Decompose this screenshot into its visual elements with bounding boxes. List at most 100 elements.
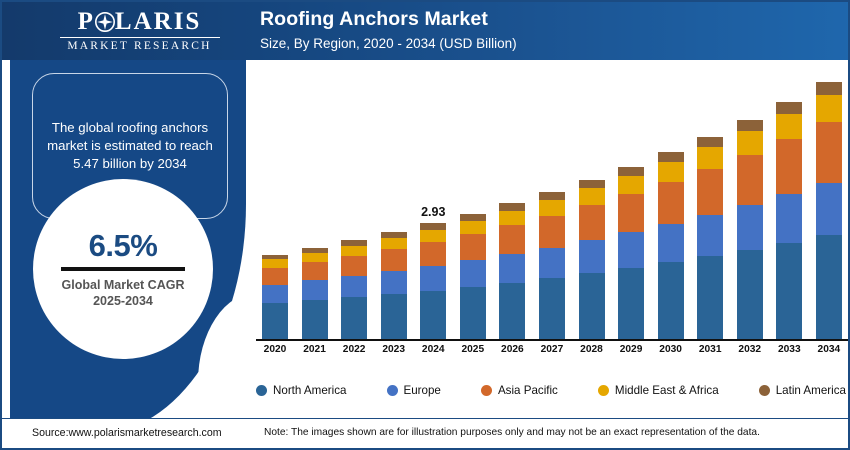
bar-segment[interactable] <box>776 194 803 243</box>
bar-segment[interactable] <box>262 254 288 260</box>
bar-segment[interactable] <box>736 154 763 205</box>
bar-segment[interactable] <box>380 270 407 294</box>
legend-color-dot-icon <box>758 385 770 396</box>
bar-segment[interactable] <box>538 247 565 279</box>
bar-segment[interactable] <box>815 95 842 123</box>
bar-column[interactable] <box>499 203 526 339</box>
bar-segment[interactable] <box>697 168 724 215</box>
bar-segment[interactable] <box>499 225 526 255</box>
bar-segment[interactable] <box>657 152 684 162</box>
bar-segment[interactable] <box>301 300 328 339</box>
bar-segment[interactable] <box>815 82 842 96</box>
bar-segment[interactable] <box>697 256 724 339</box>
bar-segment[interactable] <box>301 280 328 301</box>
cagr-circle: 6.5% Global Market CAGR 2025-2034 <box>33 179 213 359</box>
bar-segment[interactable] <box>538 200 565 217</box>
bar-column[interactable] <box>459 214 486 339</box>
bar-segment[interactable] <box>578 188 605 206</box>
bar-segment[interactable] <box>618 268 645 339</box>
bar-segment[interactable] <box>420 242 447 267</box>
bar-segment[interactable] <box>262 268 288 285</box>
bar-segment[interactable] <box>736 119 763 132</box>
bar-column[interactable] <box>341 240 368 339</box>
bar-segment[interactable] <box>736 249 763 339</box>
bar-segment[interactable] <box>578 179 605 189</box>
bar-segment[interactable] <box>499 282 526 339</box>
bar-segment[interactable] <box>776 101 803 114</box>
bar-column[interactable] <box>697 136 724 339</box>
legend-item[interactable]: North America <box>256 384 346 397</box>
bar-column[interactable] <box>815 82 842 339</box>
legend-item[interactable]: Latin America <box>758 384 846 397</box>
bar-segment[interactable] <box>341 240 368 246</box>
bar-segment[interactable] <box>618 175 645 195</box>
bar-segment[interactable] <box>341 256 368 276</box>
bar-column[interactable] <box>262 254 288 339</box>
bar-segment[interactable] <box>736 131 763 155</box>
bar-segment[interactable] <box>815 122 842 183</box>
bar-segment[interactable] <box>697 147 724 169</box>
bar-segment[interactable] <box>697 136 724 148</box>
bar-segment[interactable] <box>420 266 447 291</box>
bar-segment[interactable] <box>618 166 645 176</box>
bar-column[interactable] <box>657 152 684 339</box>
bar-segment[interactable] <box>341 275 368 298</box>
bar-segment[interactable] <box>499 254 526 283</box>
bar-segment[interactable] <box>538 192 565 201</box>
bar-segment[interactable] <box>499 203 526 211</box>
bar-segment[interactable] <box>815 182 842 235</box>
bar-segment[interactable] <box>459 214 486 221</box>
bar-column[interactable] <box>380 232 407 339</box>
bar-segment[interactable] <box>697 214 724 257</box>
bar-segment[interactable] <box>815 234 842 339</box>
bar-segment[interactable] <box>459 220 486 235</box>
bar-segment[interactable] <box>262 259 288 269</box>
bar-segment[interactable] <box>736 204 763 250</box>
bar-segment[interactable] <box>301 247 328 253</box>
bar-segment[interactable] <box>262 284 288 303</box>
legend-item[interactable]: Middle East & Africa <box>597 384 719 397</box>
bar-column[interactable] <box>578 179 605 339</box>
bar-segment[interactable] <box>578 240 605 274</box>
bar-segment[interactable] <box>538 278 565 339</box>
bar-segment[interactable] <box>657 182 684 224</box>
bar-column[interactable]: 2.93 <box>420 205 447 339</box>
bar-segment[interactable] <box>776 114 803 139</box>
bar-segment[interactable] <box>657 223 684 263</box>
bar-segment[interactable] <box>380 237 407 250</box>
bar-segment[interactable] <box>262 302 288 339</box>
bar-segment[interactable] <box>301 262 328 281</box>
bar-segment[interactable] <box>618 194 645 233</box>
bar-column[interactable] <box>618 166 645 339</box>
legend-item[interactable]: Asia Pacific <box>480 384 558 397</box>
bar-segment[interactable] <box>459 234 486 261</box>
bar-segment[interactable] <box>776 242 803 339</box>
bar-segment[interactable] <box>618 232 645 269</box>
bar-segment[interactable] <box>578 273 605 339</box>
highlight-stat-text: The global roofing anchors market is est… <box>47 120 213 171</box>
legend-color-dot-icon <box>597 385 609 396</box>
bar-segment[interactable] <box>341 297 368 339</box>
bar-segment[interactable] <box>380 293 407 339</box>
bar-column[interactable] <box>301 247 328 339</box>
bar-segment[interactable] <box>657 161 684 183</box>
bar-segment[interactable] <box>578 205 605 241</box>
bar-segment[interactable] <box>341 245 368 257</box>
bar-segment[interactable] <box>420 290 447 339</box>
legend-item[interactable]: Europe <box>386 384 441 397</box>
bar-segment[interactable] <box>538 216 565 248</box>
bar-segment[interactable] <box>657 262 684 339</box>
source-link[interactable]: Source:www.polarismarketresearch.com <box>32 427 222 439</box>
bar-segment[interactable] <box>380 232 407 238</box>
bar-segment[interactable] <box>301 252 328 263</box>
bar-segment[interactable] <box>380 249 407 271</box>
bar-segment[interactable] <box>776 139 803 195</box>
bar-segment[interactable] <box>499 210 526 226</box>
bar-column[interactable] <box>538 192 565 339</box>
bar-column[interactable] <box>776 101 803 339</box>
bar-segment[interactable] <box>459 286 486 339</box>
bar-segment[interactable] <box>459 260 486 287</box>
bar-segment[interactable] <box>420 223 447 230</box>
bar-column[interactable] <box>736 119 763 339</box>
bar-segment[interactable] <box>420 229 447 243</box>
